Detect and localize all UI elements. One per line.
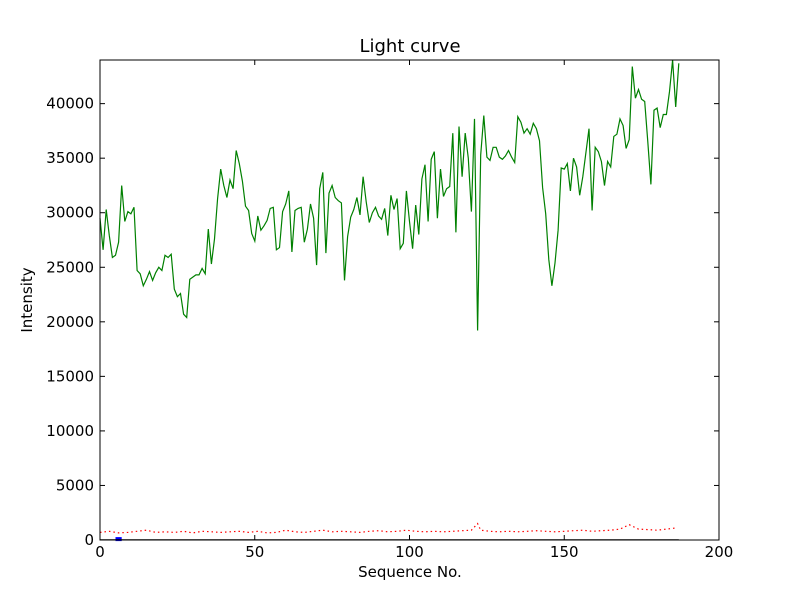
y-tick-label: 5000 [56,476,94,494]
y-tick-label: 0 [84,531,94,549]
y-tick-label: 30000 [46,204,94,222]
y-tick-label: 25000 [46,258,94,276]
y-tick-label: 40000 [46,95,94,113]
y-axis-label: Intensity [18,267,36,332]
x-tick-label: 100 [395,543,424,561]
plot-frame [99,59,720,541]
x-axis-label: Sequence No. [358,563,462,581]
series-line-1 [99,522,676,534]
y-tick-label: 15000 [46,367,94,385]
y-tick-label: 10000 [46,422,94,440]
x-tick-label: 0 [95,543,105,561]
series-layer [99,59,680,542]
chart-title: Light curve [359,36,460,57]
series-line-0 [99,59,680,331]
x-tick-label: 150 [550,543,579,561]
ticks-layer: 0 50 100 150 200 0 5000 10000 15000 20000 25000 300… [46,60,733,561]
x-tick-label: 200 [705,543,734,561]
y-tick-label: 35000 [46,149,94,167]
y-tick-label: 20000 [46,313,94,331]
x-tick-label: 50 [245,543,264,561]
